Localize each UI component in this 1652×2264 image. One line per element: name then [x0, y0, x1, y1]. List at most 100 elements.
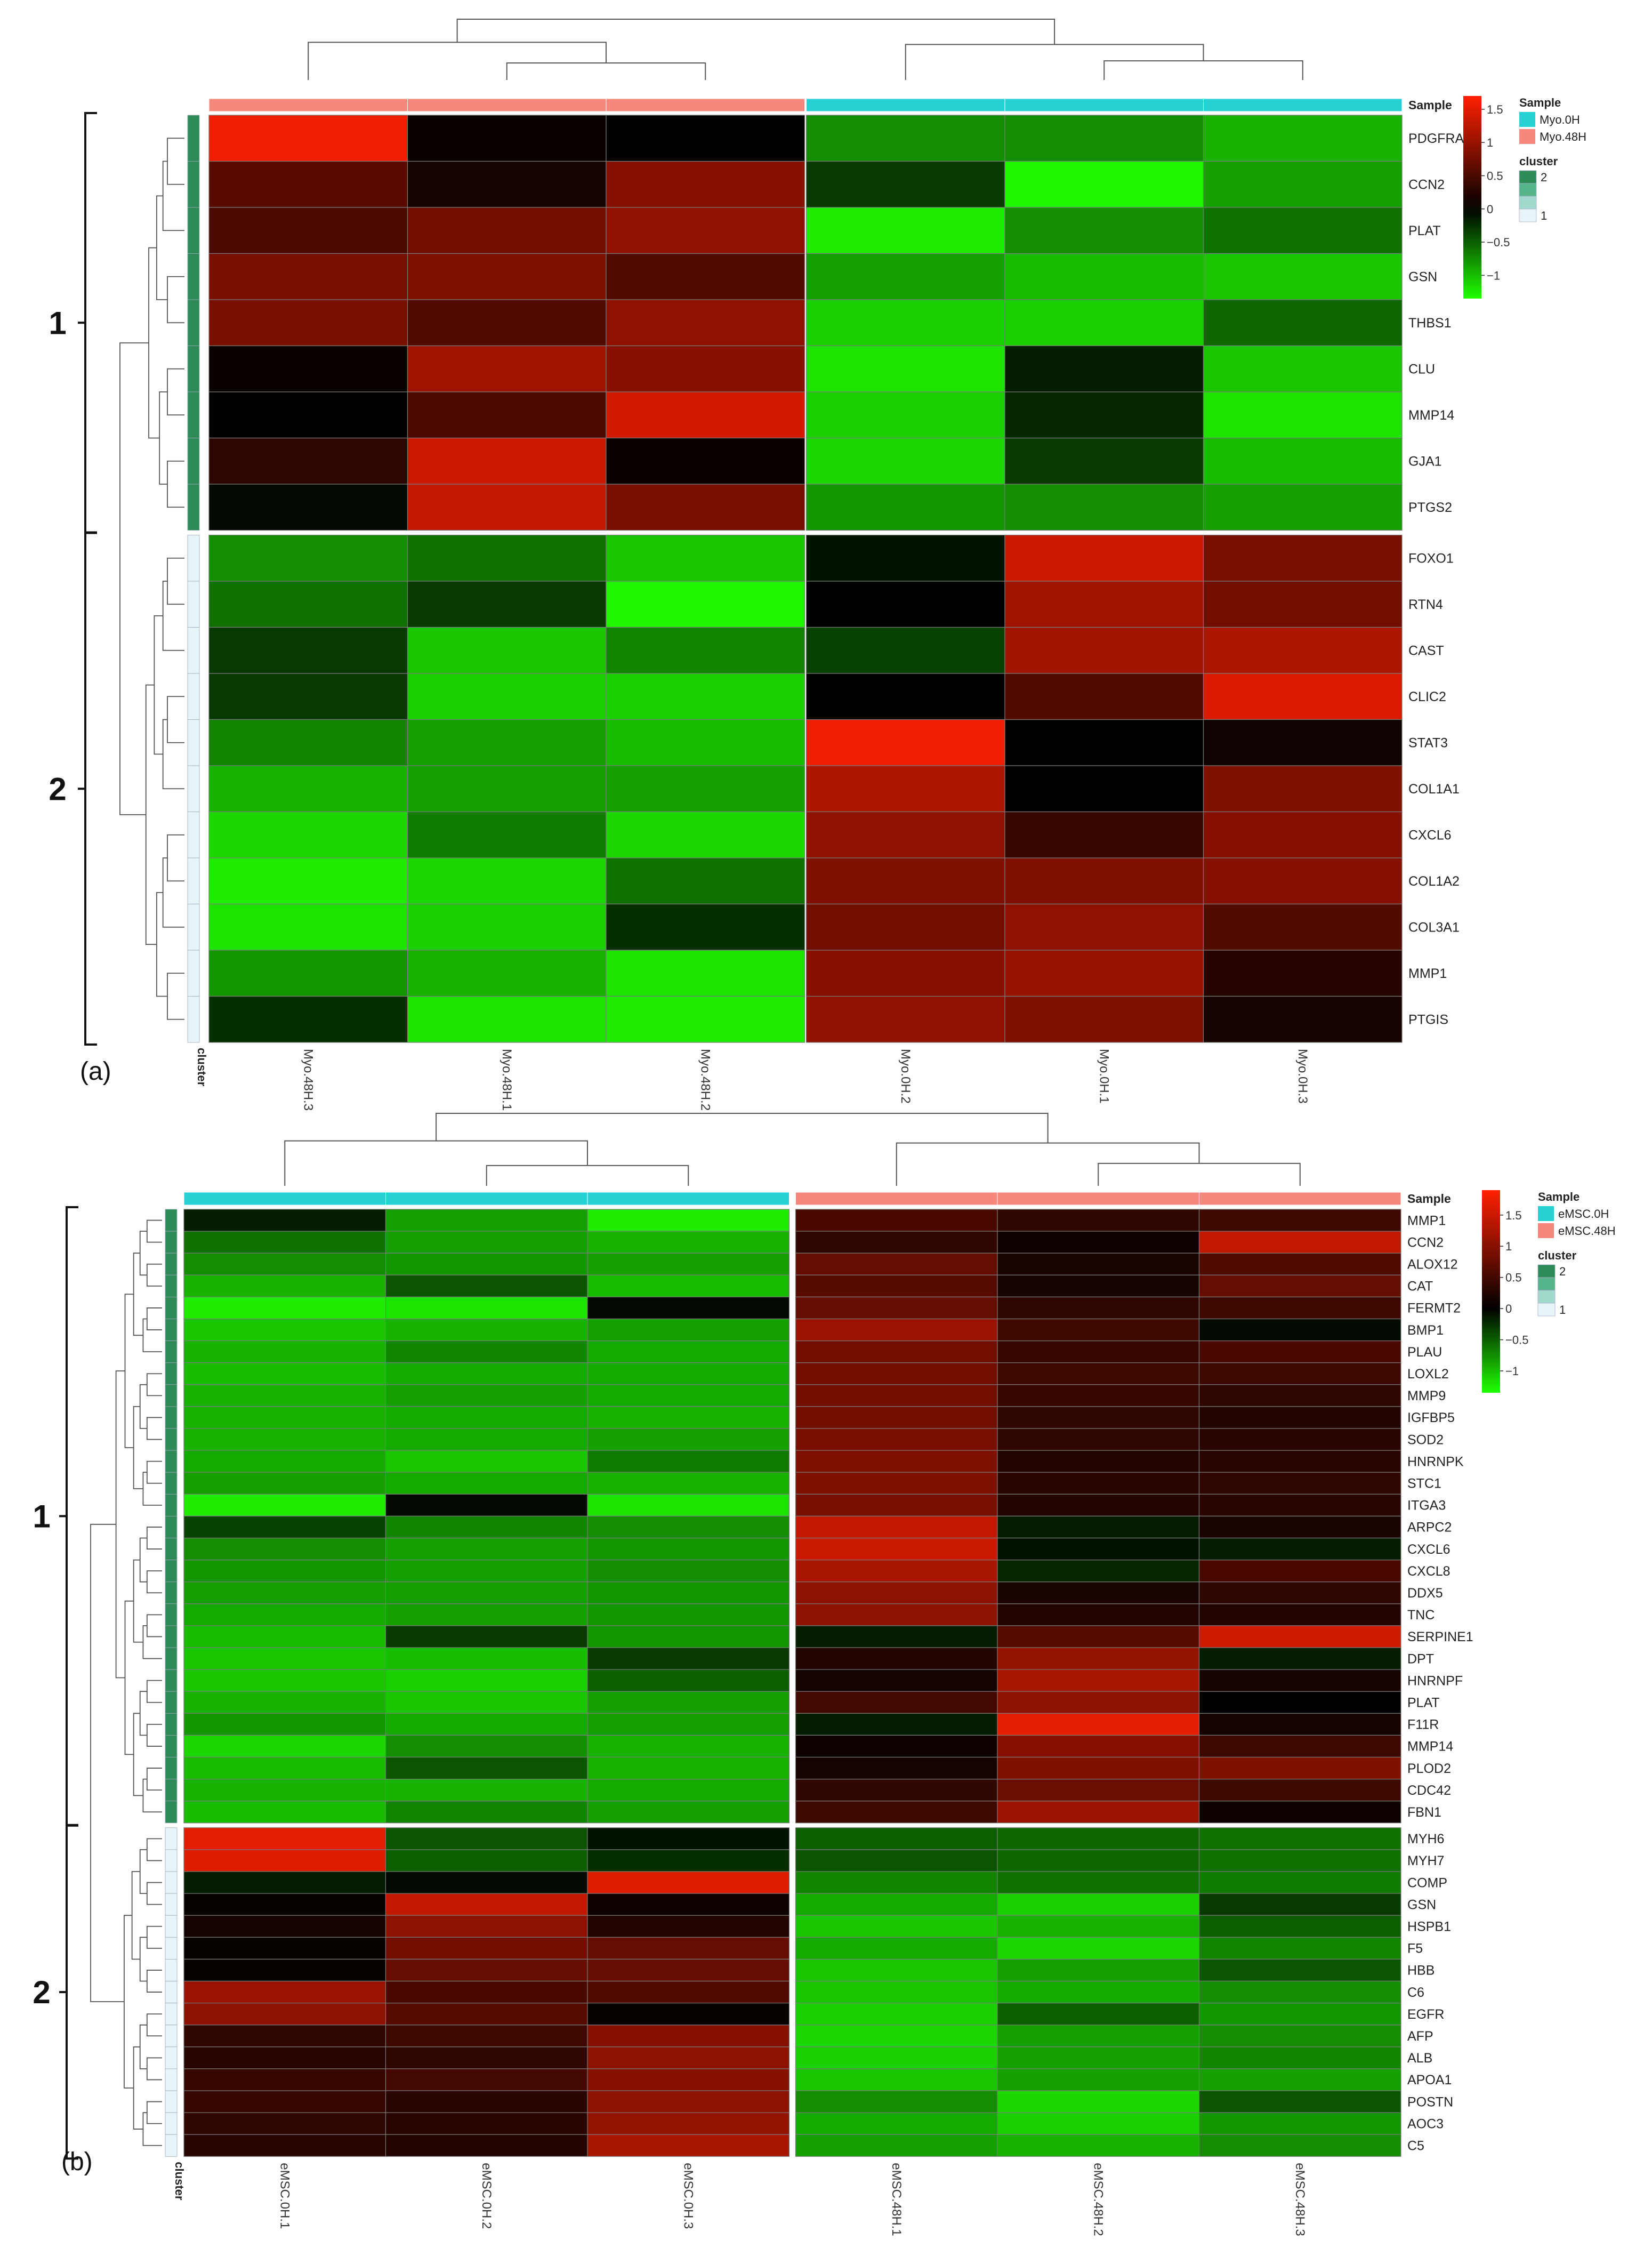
color-scale-tick-label: 0 [1487, 203, 1493, 216]
row-cluster-cell [165, 1274, 178, 1297]
heatmap-cell [795, 1494, 998, 1517]
heatmap-cell [606, 207, 805, 254]
heatmap-cell [997, 1340, 1200, 1363]
dendrogram-branch [146, 1570, 162, 1594]
heatmap-cell [1198, 1384, 1401, 1407]
dendrogram-branch [146, 1527, 162, 1550]
heatmap-cell [385, 2003, 588, 2026]
row-label: STC1 [1407, 1476, 1441, 1491]
heatmap-cell [1198, 1756, 1401, 1780]
heatmap-cell [183, 1779, 386, 1802]
column-label: eMSC.48H.2 [1091, 2163, 1105, 2236]
heatmap-cell [1004, 811, 1204, 858]
heatmap-cell [1203, 534, 1403, 582]
heatmap-cell [805, 857, 1005, 905]
heatmap-cell [587, 1537, 790, 1561]
row-cluster-cell [187, 719, 200, 766]
heatmap-cell [183, 1647, 386, 1670]
heatmap-cell [183, 1428, 386, 1451]
heatmap-cell [183, 1472, 386, 1495]
row-label: HNRNPK [1407, 1454, 1464, 1469]
row-label: POSTN [1407, 2094, 1453, 2109]
heatmap-cell [1004, 765, 1204, 813]
heatmap-cell [805, 950, 1005, 997]
heatmap-cell [606, 627, 805, 674]
heatmap-cell [805, 811, 1005, 858]
heatmap-cell [1203, 391, 1403, 439]
row-label: CLU [1408, 362, 1435, 377]
heatmap-cell [795, 1937, 998, 1960]
heatmap-cell [183, 1406, 386, 1429]
cluster-legend-swatch [1519, 196, 1537, 210]
heatmap-cell [805, 391, 1005, 439]
heatmap-cell [795, 1450, 998, 1473]
dendrogram-branch [142, 2112, 162, 2146]
heatmap-cell [587, 1428, 790, 1451]
row-cluster-cell [187, 581, 200, 628]
row-label: CLIC2 [1408, 689, 1446, 704]
heatmap-cell [183, 2003, 386, 2026]
row-cluster-cell [165, 2003, 178, 2026]
cluster-axis-label: cluster [195, 1048, 208, 1087]
sample-legend-swatch [1538, 1223, 1554, 1238]
row-label: APOA1 [1407, 2073, 1452, 2088]
dendrogram-branch [148, 247, 160, 439]
row-cluster-cell [165, 1231, 178, 1254]
heatmap-cell [385, 1827, 588, 1850]
heatmap-cell [1004, 484, 1204, 531]
dendrogram-branch [167, 973, 184, 1020]
heatmap-cell [587, 1713, 790, 1736]
row-label: GSN [1407, 1897, 1436, 1912]
dendrogram-branch [146, 1373, 162, 1396]
heatmap-cell [795, 1713, 998, 1736]
dendrogram-branch [142, 1778, 162, 1813]
dendrogram-branch [167, 460, 184, 508]
heatmap-cell [1198, 1735, 1401, 1758]
row-label: HBB [1407, 1963, 1435, 1978]
heatmap-cell [587, 1494, 790, 1517]
row-label: GSN [1408, 270, 1437, 285]
dendrogram-branch [139, 1849, 147, 1894]
heatmap-cell [183, 1669, 386, 1692]
row-label: CDC42 [1407, 1783, 1451, 1798]
heatmap-cell [1203, 253, 1403, 300]
heatmap-cell [1198, 2112, 1401, 2135]
heatmap-cell [795, 1915, 998, 1938]
heatmap-cell [407, 673, 607, 720]
heatmap-cell [385, 1428, 588, 1451]
heatmap-cell [587, 1603, 790, 1626]
heatmap-cell [805, 719, 1005, 766]
row-cluster-cell [187, 299, 200, 346]
heatmap-cell [183, 1318, 386, 1342]
row-cluster-cell [165, 1494, 178, 1516]
heatmap-cell [795, 1801, 998, 1824]
heatmap-cell [385, 1560, 588, 1583]
heatmap-cell [1004, 534, 1204, 582]
heatmap-cell [997, 2003, 1200, 2026]
heatmap-cell [1203, 160, 1403, 208]
heatmap-cell [997, 1958, 1200, 1982]
dendrogram-branch [159, 391, 168, 485]
heatmap-cell [1004, 253, 1204, 300]
column-label: Myo.48H.2 [698, 1049, 712, 1111]
dendrogram-branch [162, 160, 184, 231]
heatmap-cell [385, 1231, 588, 1254]
heatmap-cell [795, 1625, 998, 1648]
sample-legend-label: eMSC.0H [1558, 1207, 1609, 1221]
heatmap-cell [997, 1801, 1200, 1824]
row-label: HNRNPF [1407, 1673, 1463, 1688]
row-label: PTGS2 [1408, 500, 1452, 515]
row-cluster-cell [165, 2112, 178, 2135]
heatmap-cell [208, 903, 408, 951]
cluster-legend-title: cluster [1538, 1249, 1577, 1262]
heatmap-cell [587, 2025, 790, 2048]
dendrogram-branch [142, 1472, 162, 1506]
row-label: THBS1 [1408, 316, 1452, 331]
heatmap-cell [587, 1893, 790, 1916]
dendrogram-branch [154, 615, 163, 755]
cluster-legend-tick: 2 [1541, 171, 1547, 184]
dendrogram-branch [167, 834, 184, 882]
color-scale-tick-label: 0.5 [1505, 1271, 1522, 1284]
column-dendrogram [308, 19, 1303, 80]
